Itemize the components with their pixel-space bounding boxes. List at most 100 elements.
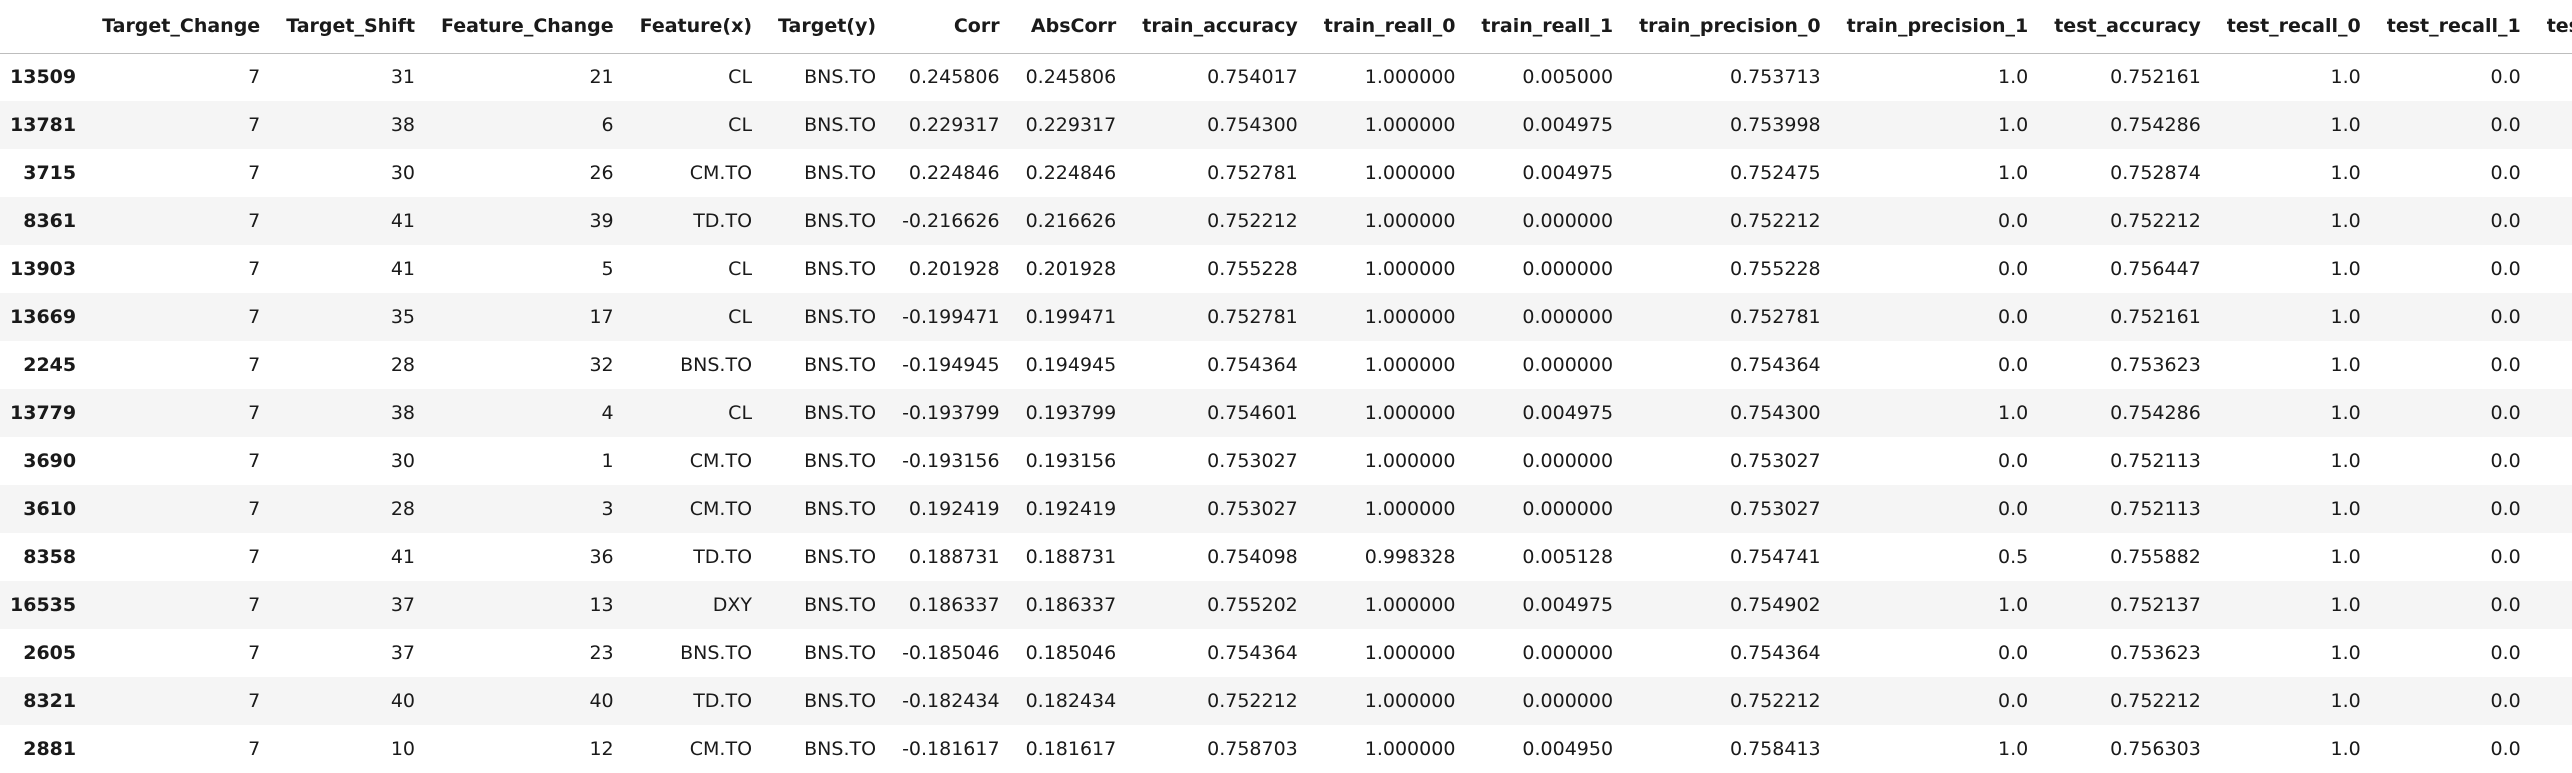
table-cell: 0.000000 [1522, 354, 1614, 376]
table-cell: 0.0 [2490, 690, 2521, 712]
table-cell: 0.758703 [1207, 738, 1298, 760]
table-cell: 0.752137 [2110, 594, 2201, 616]
table-cell: 0.0 [2490, 402, 2521, 424]
table-cell: 0.752212 [1729, 690, 1821, 712]
table-cell: TD.TO [693, 690, 753, 712]
row-index: 2245 [23, 354, 77, 376]
row-index: 2881 [23, 738, 77, 760]
table-cell: 0.0 [2490, 114, 2521, 136]
table-row: 13509 7 31 21 CL BNS.TO 0.245806 0.245806 0.7540… [0, 53, 2572, 101]
table-cell: 41 [390, 546, 416, 568]
header-row: Target_Change Target_Shift Feature_Change F… [0, 0, 2572, 54]
table-cell: 21 [589, 66, 614, 89]
table-cell: 0.0 [2490, 354, 2521, 376]
table-cell: 1.000000 [1364, 738, 1456, 760]
table-cell: 1.0 [2330, 546, 2361, 568]
table-row: 16535 7 37 13 DXY BNS.TO 0.186337 0.186337 0.755… [0, 581, 2572, 629]
table-cell: BNS.TO [804, 450, 877, 472]
table-cell: 0.0 [1998, 690, 2029, 712]
table-cell: 0.755228 [1207, 258, 1298, 280]
table-cell: 1.000000 [1364, 594, 1456, 616]
column-header: Target_Change [92, 0, 277, 54]
table-cell: 7 [248, 450, 261, 472]
table-cell: 1.0 [1998, 162, 2029, 184]
table-cell: 0.000000 [1522, 450, 1614, 472]
row-index: 3690 [23, 450, 77, 472]
table-cell: 12 [589, 738, 614, 760]
table-cell: 0.0 [2490, 738, 2521, 760]
table-cell: 7 [248, 354, 261, 376]
row-index: 3715 [23, 162, 77, 184]
table-cell: 0.756303 [2110, 738, 2201, 760]
table-cell: 7 [248, 546, 261, 568]
table-cell: 0.753623 [2537, 629, 2572, 677]
column-header: test_accuracy [2044, 0, 2217, 54]
table-cell: 7 [248, 594, 261, 616]
table-cell: 0.216626 [1025, 210, 1117, 232]
table-cell: 1.0 [2330, 162, 2361, 184]
table-cell: 7 [248, 738, 261, 760]
table-cell: CL [728, 114, 753, 136]
table-cell: 0.753623 [2110, 642, 2201, 664]
table-cell: 0.0 [1998, 354, 2029, 376]
table-cell: CM.TO [689, 498, 753, 520]
table-cell: 0.754364 [1729, 642, 1821, 664]
table-cell: 0.185046 [1025, 642, 1117, 664]
table-cell: 0.0 [2490, 210, 2521, 232]
table-cell: 0.000000 [1522, 642, 1614, 664]
table-cell: 0.0 [1998, 306, 2029, 328]
column-header: Target(y) [768, 0, 893, 54]
table-cell: 7 [248, 402, 261, 424]
table-cell: 1.000000 [1364, 402, 1456, 424]
table-cell: 0.0 [2490, 594, 2521, 616]
row-index: 13903 [10, 258, 77, 280]
table-cell: CM.TO [689, 162, 753, 184]
table-cell: -0.199471 [902, 306, 1000, 328]
table-cell: CM.TO [689, 450, 753, 472]
table-row: 2881 7 10 12 CM.TO BNS.TO -0.181617 0.181617 0.7… [0, 725, 2572, 773]
table-cell: 1.0 [2330, 498, 2361, 520]
table-cell: 0.752212 [1207, 210, 1298, 232]
table-cell: 0.0 [1998, 258, 2029, 280]
table-cell: 0.5 [1998, 546, 2029, 568]
table-cell: 0.0 [2490, 162, 2521, 184]
row-index: 2605 [23, 642, 77, 664]
column-header: train_accuracy [1132, 0, 1314, 54]
table-cell: 1.0 [2330, 642, 2361, 664]
table-cell: 0.752212 [2537, 677, 2572, 725]
table-cell: 0.188731 [908, 546, 1000, 568]
table-cell: 1.0 [2330, 258, 2361, 280]
table-cell: 0.192419 [1025, 498, 1117, 520]
table-cell: 40 [589, 690, 614, 712]
table-cell: 0.754364 [1729, 354, 1821, 376]
table-cell: 7 [248, 642, 261, 664]
table-cell: CL [728, 306, 753, 328]
table-cell: 1.0 [2330, 354, 2361, 376]
table-cell: 1.0 [2330, 306, 2361, 328]
table-cell: 7 [248, 258, 261, 280]
table-cell: 0.754286 [2110, 402, 2201, 424]
table-cell: 0.224846 [1025, 162, 1117, 184]
table-cell: 38 [390, 402, 416, 424]
table-cell: BNS.TO [804, 306, 877, 328]
table-cell: -0.216626 [902, 210, 1000, 232]
table-cell: 1.0 [2330, 402, 2361, 424]
table-cell: 1 [601, 450, 614, 472]
table-cell: 1.000000 [1364, 114, 1456, 136]
table-cell: BNS.TO [804, 210, 877, 232]
table-cell: 0.004975 [1522, 114, 1614, 136]
row-index: 8321 [23, 690, 77, 712]
table-row: 8361 7 41 39 TD.TO BNS.TO -0.216626 0.216626 0.7… [0, 197, 2572, 245]
table-cell: 4 [601, 402, 614, 424]
table-cell: 7 [248, 690, 261, 712]
table-cell: 0.756447 [2110, 258, 2201, 280]
table-cell: 0.229317 [908, 114, 1000, 136]
table-cell: 30 [390, 162, 416, 184]
row-index: 13781 [10, 114, 77, 136]
table-cell: CL [728, 66, 753, 89]
row-index: 13669 [10, 306, 77, 328]
table-cell: 0.193799 [1025, 402, 1117, 424]
row-index: 8358 [23, 546, 77, 568]
